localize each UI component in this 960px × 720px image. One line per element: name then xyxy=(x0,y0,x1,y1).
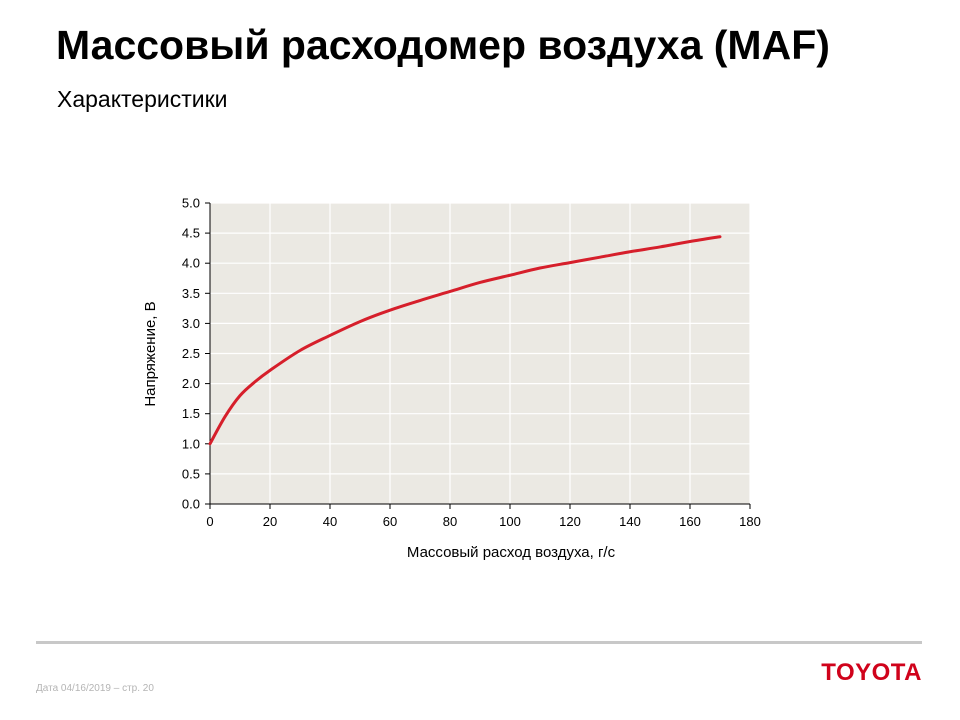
y-tick-label: 0.0 xyxy=(182,497,200,512)
y-tick-label: 4.5 xyxy=(182,226,200,241)
y-tick-label: 3.0 xyxy=(182,316,200,331)
y-tick-label: 2.5 xyxy=(182,346,200,361)
maf-chart: 0 20 40 60 80 100 120 140 160 180 0.0 0.5 1.0 1.5 2.0… xyxy=(142,196,761,562)
x-tick-label: 100 xyxy=(499,514,521,529)
x-tick-label: 80 xyxy=(443,514,457,529)
axes xyxy=(205,202,751,509)
x-tick-label: 20 xyxy=(263,514,277,529)
y-tick-label: 5.0 xyxy=(182,196,200,211)
x-tick-label: 120 xyxy=(559,514,581,529)
y-tick-label: 1.0 xyxy=(182,436,200,451)
footer-divider xyxy=(36,641,922,644)
series-line xyxy=(208,235,722,446)
y-tick-label: 0.5 xyxy=(182,466,200,481)
y-axis-label: Напряжение, В xyxy=(142,301,159,406)
page-subtitle: Характеристики xyxy=(57,86,228,112)
x-tick-label: 140 xyxy=(619,514,641,529)
x-tick-labels: 0 20 40 60 80 100 120 140 160 180 xyxy=(206,514,760,529)
y-tick-label: 1.5 xyxy=(182,406,200,421)
grid-lines xyxy=(210,202,751,504)
y-tick-labels: 0.0 0.5 1.0 1.5 2.0 2.5 3.0 3.5 4.0 4.5 5.0 xyxy=(182,196,200,512)
x-axis-label: Массовый расход воздуха, г/с xyxy=(407,544,616,561)
x-tick-label: 60 xyxy=(383,514,397,529)
y-tick-label: 3.5 xyxy=(182,286,200,301)
x-tick-label: 40 xyxy=(323,514,337,529)
y-tick-label: 2.0 xyxy=(182,376,200,391)
toyota-logo: TOYOTA xyxy=(821,659,922,686)
x-tick-label: 180 xyxy=(739,514,761,529)
x-tick-label: 0 xyxy=(206,514,213,529)
page-title: Массовый расходомер воздуха (MAF) xyxy=(56,22,830,68)
y-tick-label: 4.0 xyxy=(182,256,200,271)
x-tick-label: 160 xyxy=(679,514,701,529)
footer-date-page: Дата 04/16/2019 – стр. 20 xyxy=(36,683,154,694)
